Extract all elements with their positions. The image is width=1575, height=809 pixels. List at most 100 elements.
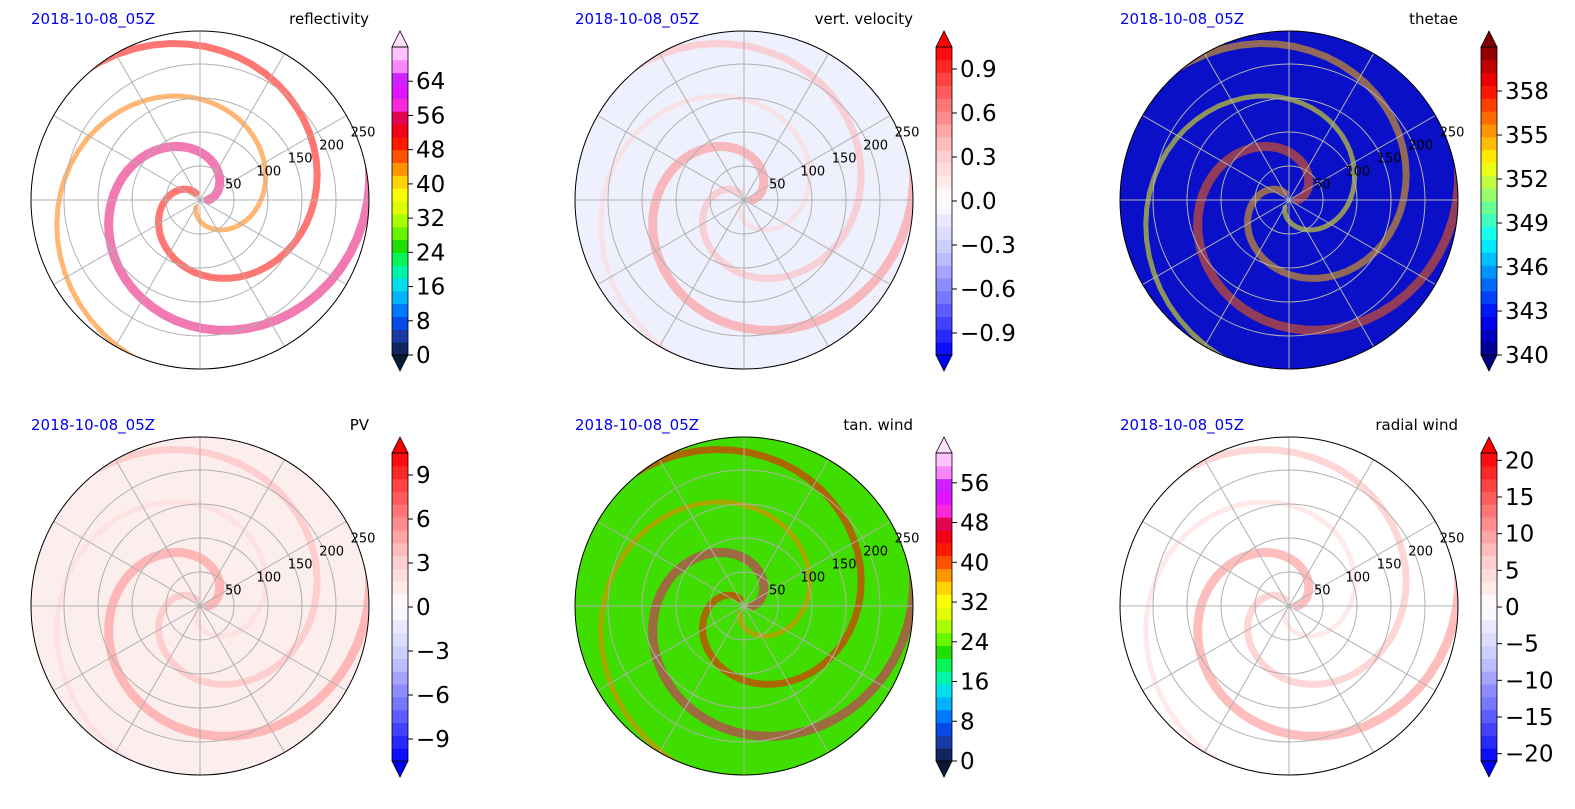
colorbar-tick-label: −0.6 [960,277,1016,303]
colorbar-extend-min [935,760,953,778]
colorbar-band [1481,735,1497,749]
colorbar-band [392,342,408,356]
grid-spoke [1142,521,1290,607]
grid-spoke [1288,459,1374,607]
colorbar-band [936,709,952,723]
radial-tick-label: 150 [1377,558,1402,573]
colorbar-band [392,85,408,99]
panel-3: 50 100 150 200 250 2018-10-08_05Z thetae 340 343… [1119,10,1549,372]
radial-tick-label: 250 [351,532,376,547]
colorbar-extend-min [1480,760,1498,778]
grid-spoke [743,199,829,347]
colorbar-tick-label: 24 [416,240,445,266]
grid-spoke [115,199,201,347]
grid-spoke [597,521,745,607]
colorbar-tick-label: 56 [416,103,445,129]
polar-outline [30,436,370,776]
colorbar: 0 8 16 24 32 40 48 56 [935,436,989,778]
spiral-band [608,39,865,282]
colorbar-band [936,491,952,505]
colorbar-band [936,278,952,292]
grid-spoke [1142,199,1290,285]
grid-spoke [1204,459,1290,607]
colorbar-band [936,342,952,356]
colorbar-band [392,252,408,266]
colorbar-band [1481,465,1497,480]
colorbar-band [1481,303,1497,317]
colorbar-band [936,453,952,467]
colorbar-band [936,517,952,531]
radial-tick-label: 150 [288,152,313,167]
colorbar-tick-label: −20 [1505,742,1554,768]
colorbar-band [392,594,408,608]
colorbar: −20 −15 −10 −5 0 5 10 15 20 [1480,436,1554,778]
colorbar-tick-label: 0.9 [960,57,997,83]
colorbar-band [1481,671,1497,685]
spiral-band [1143,93,1358,369]
panel-title: vert. velocity [815,10,913,28]
radial-tick-label: 50 [1314,584,1331,599]
colorbar-band [936,607,952,621]
colorbar-band [936,252,952,266]
colorbar-band [1481,136,1497,151]
colorbar-frame [391,46,409,356]
radial-tick-label: 50 [225,178,242,193]
colorbar-band [392,735,408,749]
colorbar-extend-max [391,436,409,454]
spiral-band [598,93,813,369]
colorbar-band [392,568,408,582]
grid-spoke [659,53,745,201]
colorbar-band [392,478,408,492]
colorbar-extend-min [1480,354,1498,372]
colorbar-band [392,465,408,480]
radial-tick-label: 150 [832,558,857,573]
date-label: 2018-10-08_05Z [1120,416,1244,435]
panel-2: 50 100 150 200 250 2018-10-08_05Z vert. veloci… [574,10,1016,372]
colorbar-tick-label: 48 [416,138,445,164]
grid-spoke [1288,115,1436,201]
colorbar-band [1481,316,1497,330]
radial-tick-label: 100 [800,165,825,180]
colorbar-band [1481,47,1497,61]
colorbar-tick-label: 10 [1505,522,1534,548]
spiral-band [1153,39,1410,282]
colorbar-band [1481,85,1497,99]
colorbar-band [1481,162,1497,176]
grid-spoke [743,521,891,607]
colorbar-band [392,226,408,240]
radial-tick-label: 200 [319,139,344,154]
colorbar-band [936,111,952,125]
spiral-band [608,445,865,688]
colorbar-band [936,47,952,61]
colorbar-band [392,175,408,189]
spiral-band [1193,140,1458,335]
colorbar-tick-label: 352 [1505,167,1549,193]
grid-spoke [199,199,347,285]
colorbar-band [936,581,952,595]
colorbar-band [392,530,408,544]
colorbar-band [1481,278,1497,292]
colorbar-band [1481,175,1497,189]
grid-spoke [1288,199,1374,347]
grid-spoke [1204,199,1290,347]
colorbar-tick-label: −15 [1505,705,1554,731]
colorbar-band [1481,329,1497,343]
grid-spoke [743,605,829,753]
colorbar-band [1481,632,1497,646]
colorbar-tick-label: 346 [1505,255,1549,281]
colorbar-tick-label: 20 [1505,448,1534,474]
radial-tick-label: 100 [1345,165,1370,180]
grid-spoke [53,199,201,285]
colorbar-band [1481,201,1497,215]
radial-tick-label: 100 [256,571,281,586]
colorbar-tick-label: −3 [416,639,450,665]
radial-tick-label: 50 [225,584,242,599]
colorbar-tick-label: 340 [1505,343,1549,369]
colorbar-tick-label: −0.9 [960,321,1016,347]
colorbar-band [1481,645,1497,659]
colorbar-tick-label: 0 [416,595,431,621]
colorbar-band [392,188,408,202]
colorbar-band [936,226,952,240]
colorbar-band [936,478,952,492]
